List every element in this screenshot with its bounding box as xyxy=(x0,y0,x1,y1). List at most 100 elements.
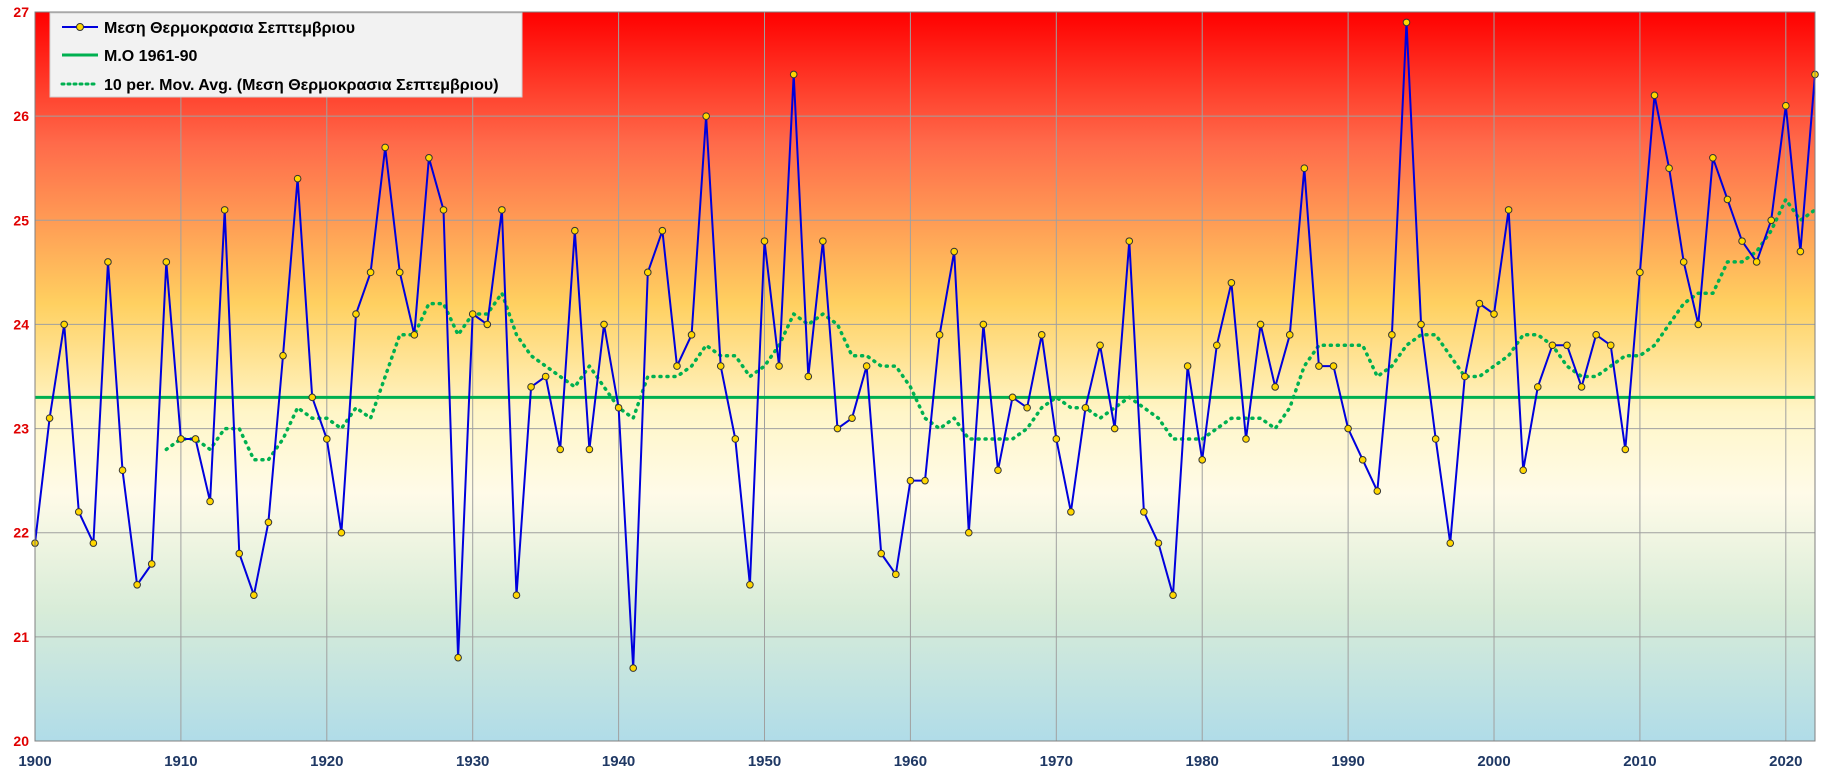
grid-lines xyxy=(34,11,1815,742)
y-tick-label: 21 xyxy=(13,629,29,645)
y-tick-label: 23 xyxy=(13,421,29,437)
legend-item-baseline: Μ.Ο 1961-90 xyxy=(62,48,197,65)
data-point xyxy=(177,435,185,443)
x-tick-label: 2010 xyxy=(1623,753,1656,770)
data-point xyxy=(381,143,389,152)
data-point xyxy=(1490,310,1498,318)
data-point xyxy=(1169,591,1177,600)
data-point xyxy=(556,445,565,454)
data-point xyxy=(1315,362,1323,370)
data-point xyxy=(1023,403,1031,412)
data-point xyxy=(1694,320,1703,329)
data-point xyxy=(731,435,740,443)
data-point xyxy=(1723,195,1732,204)
legend-label-series: Μεση Θερμοκρασια Σεπτεμβριου xyxy=(104,20,355,37)
x-tick-label: 1950 xyxy=(748,753,781,770)
x-tick-label: 1990 xyxy=(1331,753,1364,770)
data-point xyxy=(483,320,492,329)
data-point xyxy=(279,351,287,360)
data-point xyxy=(118,466,127,475)
data-point xyxy=(60,320,68,329)
legend-item-series: Μεση Θερμοκρασια Σεπτεμβριου xyxy=(62,20,355,37)
data-point xyxy=(1067,508,1075,516)
data-point xyxy=(614,403,623,412)
data-point xyxy=(1183,362,1192,370)
data-point xyxy=(104,258,112,266)
data-point xyxy=(1417,320,1425,329)
data-point xyxy=(789,70,798,79)
y-tick-label: 24 xyxy=(13,316,29,332)
y-axis-ticks: 20 21 22 23 24 25 26 27 xyxy=(13,4,29,749)
data-point xyxy=(804,372,813,381)
data-point xyxy=(425,154,433,162)
data-point xyxy=(1767,216,1776,225)
y-tick-label: 22 xyxy=(13,525,29,541)
data-point xyxy=(848,414,856,422)
data-point xyxy=(746,580,754,589)
data-point xyxy=(191,435,200,443)
data-point xyxy=(1344,424,1352,433)
data-point xyxy=(527,383,535,391)
data-point xyxy=(1242,435,1250,443)
legend-label-baseline: Μ.Ο 1961-90 xyxy=(104,48,197,65)
data-point xyxy=(658,226,667,235)
plot-border xyxy=(34,11,1816,742)
data-point xyxy=(1110,424,1119,433)
data-point xyxy=(1081,403,1090,412)
data-point xyxy=(264,518,273,527)
data-point xyxy=(600,320,608,329)
data-point xyxy=(1358,456,1367,464)
data-point xyxy=(498,206,506,214)
x-tick-label: 2000 xyxy=(1477,753,1510,770)
data-point xyxy=(1198,456,1207,464)
legend-swatch-series-marker xyxy=(76,23,84,31)
x-tick-label: 1970 xyxy=(1040,753,1073,770)
y-tick-label: 20 xyxy=(13,733,29,749)
plot-background xyxy=(35,12,1815,741)
data-point xyxy=(1606,341,1615,350)
data-point xyxy=(585,445,594,454)
legend-box xyxy=(49,12,523,98)
data-point xyxy=(1563,341,1571,350)
data-point xyxy=(1650,91,1659,100)
data-point xyxy=(1475,299,1484,308)
data-point xyxy=(250,591,258,600)
data-point xyxy=(1782,101,1790,110)
data-point xyxy=(512,591,521,600)
x-tick-label: 1910 xyxy=(164,753,197,770)
data-point xyxy=(1752,258,1761,266)
data-point xyxy=(293,174,302,183)
data-point xyxy=(89,539,98,547)
data-point xyxy=(352,310,360,318)
data-point xyxy=(819,237,827,245)
data-point xyxy=(892,570,900,579)
data-point xyxy=(439,206,448,214)
data-point xyxy=(1636,268,1644,277)
x-tick-label: 2020 xyxy=(1769,753,1802,770)
series-moving-average-line xyxy=(164,197,1817,462)
data-point xyxy=(206,497,214,506)
data-point xyxy=(1592,331,1600,339)
legend: Μεση Θερμοκρασια Σεπτεμβριου Μ.Ο 1961-90… xyxy=(49,12,523,98)
data-point xyxy=(643,268,652,277)
x-axis-ticks: 1900 1910 1920 1930 1940 1950 1960 1970 1980 1990… xyxy=(18,753,1802,770)
data-point xyxy=(395,268,404,277)
data-point xyxy=(1052,435,1061,443)
data-point xyxy=(1577,383,1586,391)
y-tick-label: 26 xyxy=(13,108,29,124)
data-point xyxy=(45,414,54,422)
data-point xyxy=(1548,341,1557,350)
data-point xyxy=(571,226,579,235)
data-point xyxy=(1388,331,1396,339)
data-point xyxy=(775,362,783,370)
data-point xyxy=(964,528,973,537)
legend-label-moving-average: 10 per. Mov. Avg. (Μεση Θερμοκρασια Σεπτ… xyxy=(104,77,499,94)
x-tick-label: 1940 xyxy=(602,753,635,770)
series-layer xyxy=(31,18,1819,672)
data-point xyxy=(1665,164,1673,173)
data-point xyxy=(1621,445,1630,454)
data-point xyxy=(1533,383,1542,391)
data-point xyxy=(147,560,156,568)
